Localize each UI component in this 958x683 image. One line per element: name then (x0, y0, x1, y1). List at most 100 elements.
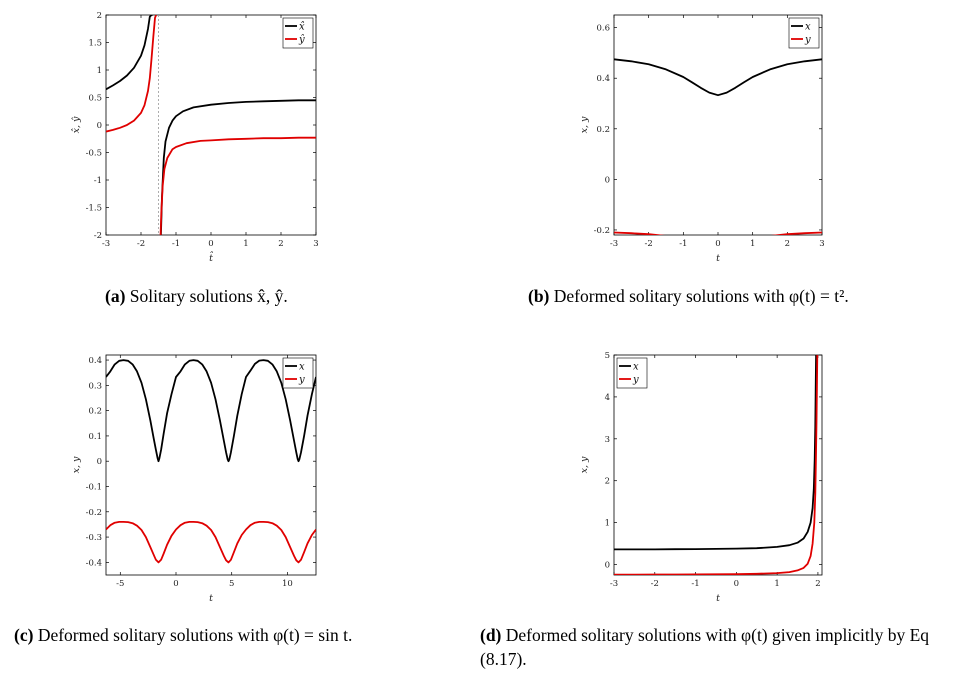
x-tick-label: 1 (243, 239, 248, 249)
y-tick-label: -0.3 (86, 533, 102, 543)
plot-frame (105, 354, 317, 576)
x-tick-label: -5 (116, 579, 124, 589)
series-line-black (614, 355, 817, 551)
y-axis-label: x, y (579, 456, 590, 473)
y-tick-label: -0.5 (86, 149, 102, 159)
caption-d: (d) Deformed solitary solutions with φ(t… (480, 623, 950, 671)
x-tick-label: 10 (282, 579, 293, 589)
y-tick-label: 1.5 (88, 39, 102, 49)
legend: xy (616, 357, 648, 389)
x-tick-label: -1 (172, 239, 180, 249)
y-tick-label: 0.4 (88, 356, 102, 366)
y-tick-label: 2 (605, 477, 610, 487)
legend-box (282, 357, 314, 389)
x-axis-label: t (209, 593, 213, 604)
y-tick-label: -0.2 (86, 508, 102, 518)
x-tick-label: 1 (774, 579, 779, 589)
caption-d-text: Deformed solitary solutions with φ(t) gi… (480, 625, 930, 669)
caption-d-tag: (d) (480, 625, 502, 645)
y-tick-label: 0.4 (596, 74, 610, 84)
series-line-black (106, 359, 316, 463)
legend-label: x̂ (299, 22, 305, 33)
y-tick-label: 5 (605, 351, 610, 361)
legend-label: ŷ (298, 35, 305, 46)
y-axis-label: x̂, ŷ (71, 116, 82, 133)
y-tick-label: 2 (97, 11, 102, 21)
legend-label: y (298, 375, 305, 386)
x-tick-label: 3 (313, 239, 318, 249)
x-tick-label: 0 (715, 239, 720, 249)
chart-panel-c: -5 0 5 10 -0.4 -0.3 -0.2 -0.1 0 0.1 0.2 0.3 0.4 t x, y… (71, 354, 317, 604)
x-tick-label: -2 (137, 239, 145, 249)
series-line-red (106, 15, 157, 133)
chart-panel-a: -3 -2 -1 0 1 2 3-2-1.5-1-0.500.511.52t̂x̂, ŷx̂… (71, 11, 319, 264)
series-line-red (614, 355, 819, 575)
caption-c: (c) Deformed solitary solutions with φ(t… (14, 623, 352, 647)
series-line-black (614, 58, 822, 97)
x-tick-label: 1 (750, 239, 755, 249)
x-tick-label: -3 (102, 239, 110, 249)
x-tick-label: 2 (278, 239, 283, 249)
series-group (614, 58, 822, 235)
x-tick-label: -1 (691, 579, 699, 589)
y-tick-label: -0.2 (594, 226, 610, 236)
caption-a: (a) Solitary solutions x̂, ŷ. (105, 284, 288, 308)
caption-a-tag: (a) (105, 286, 126, 306)
y-tick-label: 0 (97, 457, 102, 467)
chart-panel-d: -3 -2 -1 0 1 2 0 1 2 3 4 5 t x, y xy (579, 351, 823, 604)
series-line-black (106, 15, 153, 91)
caption-a-text: Solitary solutions x̂, ŷ. (129, 286, 288, 306)
y-tick-label: -0.1 (86, 482, 102, 492)
y-tick-label: 4 (605, 393, 610, 403)
legend-label: x (805, 22, 811, 33)
y-tick-label: 0.3 (88, 381, 102, 391)
x-axis-label: t̂ (209, 251, 214, 264)
x-tick-label: -2 (645, 239, 653, 249)
y-tick-label: -1 (94, 176, 102, 186)
y-tick-label: -0.4 (86, 558, 102, 568)
legend: x̂ ŷ (282, 17, 314, 49)
y-tick-label: 0.5 (88, 94, 102, 104)
y-tick-label: 1 (97, 66, 102, 76)
x-tick-label: 2 (785, 239, 790, 249)
x-tick-label: 2 (815, 579, 820, 589)
x-axis-label: t (716, 253, 720, 264)
x-tick-label: -3 (610, 579, 618, 589)
y-tick-label: 0.1 (88, 432, 102, 442)
y-tick-label: 3 (605, 435, 610, 445)
y-tick-label: 0.2 (88, 407, 102, 417)
x-axis-label: t (716, 593, 720, 604)
caption-b: (b) Deformed solitary solutions with φ(t… (528, 284, 849, 308)
x-tick-label: 0 (734, 579, 739, 589)
x-tick-label: 0 (208, 239, 213, 249)
y-axis-label: x, y (71, 456, 82, 473)
legend: xy (282, 357, 314, 389)
legend-label: x (633, 362, 639, 373)
legend-label: x (299, 362, 305, 373)
series-group (614, 355, 819, 575)
series-group (106, 359, 316, 564)
series-group (106, 15, 316, 235)
chart-panel-b: -3 -2 -1 0 1 2 3 -0.2 0 0.2 0.4 0.6 t x, y xy (579, 14, 825, 264)
y-tick-label: 0 (605, 561, 610, 571)
legend: xy (788, 17, 820, 49)
caption-b-tag: (b) (528, 286, 550, 306)
legend-label: y (632, 375, 639, 386)
x-tick-label: -1 (679, 239, 687, 249)
y-tick-label: 0.2 (596, 125, 610, 135)
x-tick-label: 3 (819, 239, 824, 249)
y-tick-label: -1.5 (86, 204, 102, 214)
y-tick-label: 0 (605, 175, 610, 185)
caption-c-text: Deformed solitary solutions with φ(t) = … (37, 625, 353, 645)
legend-box (282, 17, 314, 49)
series-line-red (159, 136, 316, 235)
legend-label: y (804, 35, 811, 46)
x-tick-label: -3 (610, 239, 618, 249)
y-tick-label: -2 (94, 231, 102, 241)
x-tick-label: 0 (173, 579, 178, 589)
y-tick-label: 0 (97, 121, 102, 131)
y-tick-label: 0.6 (596, 24, 610, 34)
x-tick-label: -2 (651, 579, 659, 589)
y-axis-label: x, y (579, 116, 590, 133)
